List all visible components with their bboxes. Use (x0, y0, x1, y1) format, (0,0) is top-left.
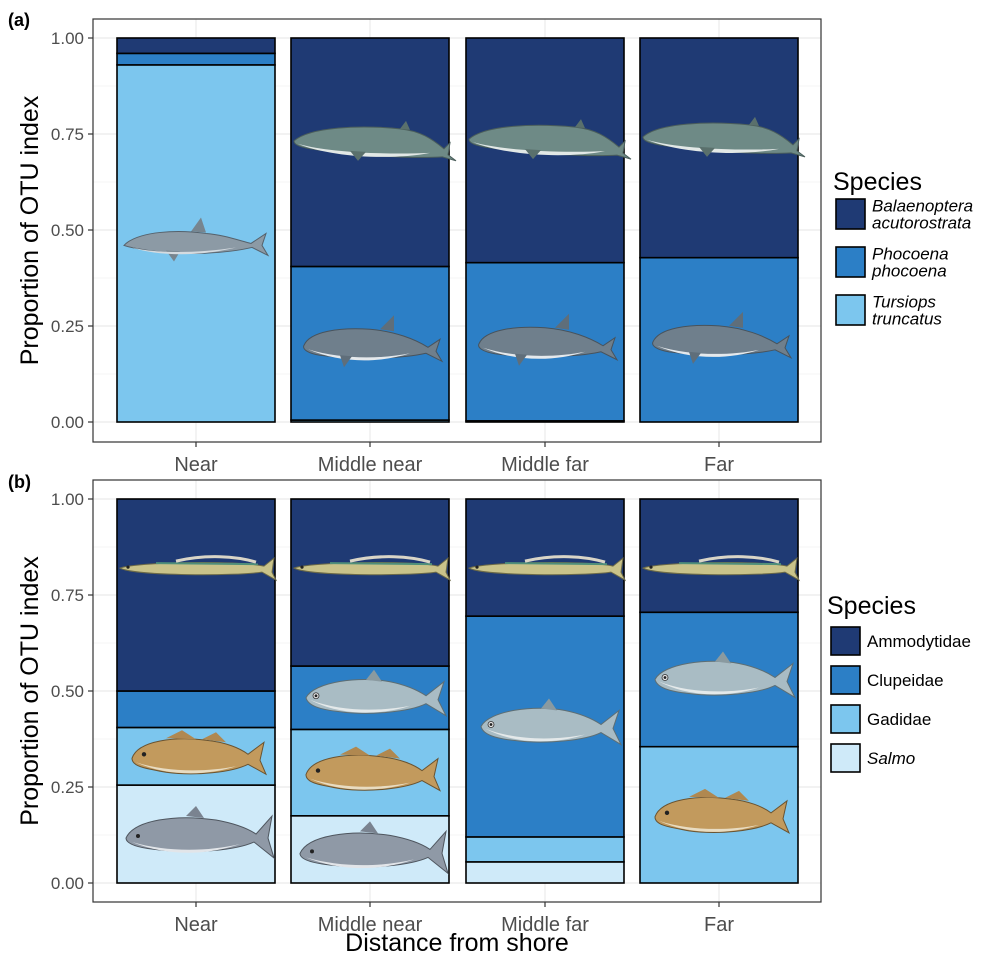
dolphin-icon (123, 217, 270, 262)
y-tick-label: 0.00 (51, 413, 84, 432)
cod-icon (131, 730, 268, 776)
legend-label: truncatus (872, 310, 942, 329)
x-tick-label: Near (174, 454, 218, 476)
legend-label: Tursiops (872, 293, 936, 312)
sandeel-icon (118, 555, 278, 582)
x-tick-label: Middle near (318, 914, 423, 936)
legend: Species Ammodytidae Clupeidae Gadidae Salmo (827, 592, 971, 773)
legend-label: Salmo (867, 749, 915, 768)
herring-icon (305, 669, 448, 718)
legend-label: Balaenoptera (872, 197, 973, 216)
sandeel-icon (292, 555, 452, 582)
legend-label: Gadidae (867, 710, 931, 729)
legend-key (835, 198, 866, 230)
y-tick-label: 1.00 (51, 29, 84, 48)
cod-icon (654, 788, 791, 834)
bar-segment (639, 498, 799, 614)
legend-label: Clupeidae (867, 671, 944, 690)
legend-title: Species (833, 168, 922, 196)
panel-tag: (b) (8, 472, 31, 492)
y-tick-label: 0.75 (51, 586, 84, 605)
x-axis-title: Distance from shore (345, 929, 569, 957)
legend-key (830, 665, 861, 695)
whale-icon (293, 120, 457, 162)
salmon-icon (125, 806, 275, 860)
sandeel-icon (641, 555, 801, 582)
x-tick-label: Middle far (501, 914, 589, 936)
x-tick-label: Far (704, 914, 734, 936)
x-tick-label: Near (174, 914, 218, 936)
panel-a: 0.00 0.25 0.50 0.75 1.00 Near Middle near Middl… (8, 10, 973, 476)
bar-segment (116, 690, 276, 729)
bar-segment (465, 836, 625, 863)
legend-title: Species (827, 592, 916, 620)
legend-key (835, 294, 866, 326)
y-axis-title: Proportion of OTU index (16, 95, 44, 365)
herring-icon (654, 651, 797, 699)
legend-label: Ammodytidae (867, 632, 971, 651)
panel-tag: (a) (8, 10, 30, 30)
porpoise-icon (652, 311, 793, 364)
legend-key (830, 626, 861, 656)
y-tick-label: 0.75 (51, 125, 84, 144)
herring-icon (480, 698, 623, 746)
y-tick-label: 0.50 (51, 221, 84, 240)
legend-label: acutorostrata (872, 214, 971, 233)
y-tick-label: 0.25 (51, 317, 84, 336)
y-tick-label: 0.25 (51, 778, 84, 797)
x-tick-label: Middle far (501, 454, 589, 476)
porpoise-icon (478, 313, 619, 366)
x-tick-label: Far (704, 454, 734, 476)
whale-icon (642, 116, 806, 158)
x-tick-label: Middle near (318, 454, 423, 476)
bar-segment (116, 498, 276, 692)
legend-label: Phocoena (872, 245, 949, 264)
whale-icon (468, 119, 632, 160)
bar-segment (116, 37, 276, 55)
porpoise-icon (303, 315, 444, 368)
bar-segment (290, 498, 450, 667)
panel-b: 0.00 0.25 0.50 0.75 1.00 Near Middle near Middl… (8, 472, 971, 936)
y-tick-label: 0.00 (51, 874, 84, 893)
salmon-icon (299, 821, 449, 875)
bar-segment (465, 861, 625, 884)
sandeel-icon (467, 555, 627, 582)
y-tick-label: 0.50 (51, 682, 84, 701)
cod-icon (305, 746, 442, 792)
legend-key (830, 704, 861, 734)
legend-key (830, 743, 861, 773)
y-tick-label: 1.00 (51, 490, 84, 509)
legend-key (835, 246, 866, 278)
legend-label: phocoena (871, 262, 947, 281)
bar-segment (116, 52, 276, 66)
y-axis-title: Proportion of OTU index (16, 556, 44, 826)
